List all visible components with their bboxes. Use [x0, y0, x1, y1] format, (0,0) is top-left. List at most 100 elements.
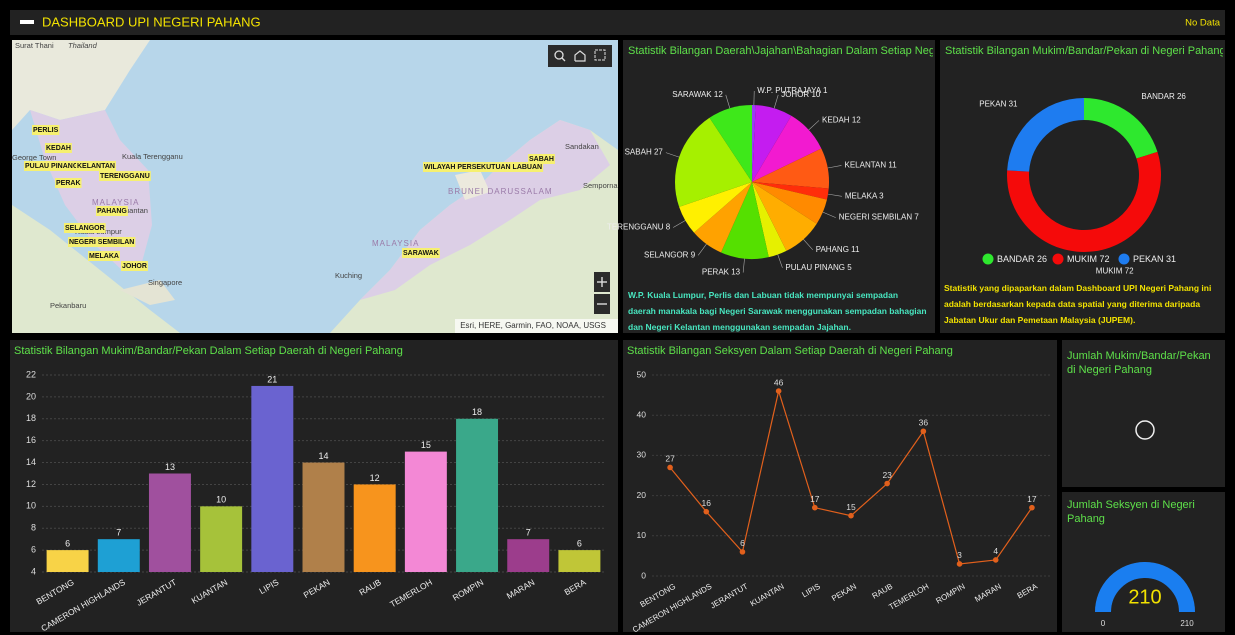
data-label: BANDAR 26 [997, 254, 1047, 264]
map-place-label: MALAYSIA [372, 239, 419, 248]
y-tick-label: 4 [31, 566, 36, 576]
value-label: 17 [810, 494, 820, 504]
value-label: 18 [472, 407, 482, 417]
data-label: SELANGOR 9 [644, 250, 696, 259]
bar [200, 506, 242, 572]
y-tick-label: 20 [637, 490, 647, 500]
dashboard: DASHBOARD UPI NEGERI PAHANG No Data Sura… [0, 0, 1235, 635]
map-state-label: KEDAH [46, 145, 71, 152]
bar [558, 550, 600, 572]
point [884, 481, 890, 487]
y-tick-label: 12 [26, 479, 36, 489]
legend-swatch [1053, 254, 1064, 265]
map-state-label: TERENGGANU [100, 173, 150, 180]
map-state-label: JOHOR [122, 263, 147, 270]
value-label: 3 [957, 550, 962, 560]
label-name: BANDAR [997, 254, 1035, 264]
map-place-label: Surat Thani [15, 41, 54, 50]
data-label: SABAH 27 [625, 148, 664, 157]
map-state-label: SELANGOR [65, 225, 105, 232]
panel-note: Statistik yang dipaparkan dalam Dashboar… [944, 280, 1222, 328]
map-state-label: KELANTAN [77, 163, 115, 170]
legend-swatch [983, 254, 994, 265]
y-tick-label: 14 [26, 457, 36, 467]
point [776, 388, 782, 394]
label-name: SABAH [625, 148, 652, 157]
panel-note: W.P. Kuala Lumpur, Perlis dan Labuan tid… [628, 287, 928, 335]
bar [47, 550, 89, 572]
data-label: TERENGGANU 8 [607, 223, 671, 232]
data-label: MUKIM 72 [1096, 266, 1134, 275]
map-state-label: MELAKA [89, 253, 119, 260]
value-label: 14 [318, 451, 328, 461]
value-label: 21 [267, 374, 277, 384]
label-name: PERAK [702, 268, 730, 277]
value-label: 46 [774, 377, 784, 387]
value-label: 12 [370, 473, 380, 483]
bar [98, 539, 140, 572]
data-label: PERAK 13 [702, 268, 741, 277]
map-place-label: BRUNEI DARUSSALAM [448, 187, 553, 196]
label-value: 9 [691, 250, 696, 259]
label-name: JOHOR [781, 90, 809, 99]
bar [507, 539, 549, 572]
data-label: PEKAN 31 [979, 99, 1018, 108]
map-state-label: SABAH [529, 156, 554, 163]
value-label: 7 [116, 528, 121, 538]
label-value: 5 [847, 263, 852, 272]
label-name: TERENGGANU [607, 223, 664, 232]
label-value: 26 [1037, 254, 1047, 264]
label-name: PULAU PINANG [785, 263, 845, 272]
panel-title: Statistik Bilangan Mukim/Bandar/Pekan Da… [14, 344, 614, 358]
value-label: 13 [165, 462, 175, 472]
panel-title: Jumlah Mukim/Bandar/Pekan di Negeri Paha… [1067, 349, 1222, 377]
label-value: 1 [823, 86, 828, 95]
data-label: PEKAN 31 [1133, 254, 1176, 264]
map-place-label: Kuala Terengganu [122, 152, 183, 161]
label-name: MELAKA [845, 191, 878, 200]
bar [303, 463, 345, 572]
point [957, 561, 963, 567]
menu-icon[interactable] [20, 20, 34, 24]
y-tick-label: 40 [637, 409, 647, 419]
y-tick-label: 18 [26, 413, 36, 423]
y-tick-label: 6 [31, 544, 36, 554]
map-place-label: MALAYSIA [92, 198, 139, 207]
label-value: 10 [811, 90, 820, 99]
value-label: 16 [702, 498, 712, 508]
map-place-label: Singapore [148, 278, 182, 287]
label-name: PEKAN [979, 99, 1006, 108]
map-state-label: PULAU PINANG [25, 163, 79, 170]
value-label: 10 [216, 495, 226, 505]
value-label: 6 [577, 538, 582, 548]
panel-title: Statistik Bilangan Seksyen Dalam Setiap … [627, 344, 1052, 358]
gauge-min: 0 [1101, 619, 1106, 628]
y-tick-label: 8 [31, 523, 36, 533]
map-place-label: Sandakan [565, 142, 599, 151]
label-name: NEGERI SEMBILAN [839, 213, 913, 222]
label-value: 13 [731, 268, 740, 277]
label-value: 7 [914, 213, 919, 222]
value-label: 7 [526, 528, 531, 538]
label-value: 8 [666, 223, 671, 232]
legend-swatch [1119, 254, 1130, 265]
y-tick-label: 16 [26, 435, 36, 445]
label-name: KELANTAN [844, 161, 886, 170]
value-label: 36 [919, 418, 929, 428]
header-status: No Data [1185, 18, 1221, 29]
label-value: 12 [714, 90, 723, 99]
y-tick-label: 10 [637, 530, 647, 540]
map-place-label: Pekanbaru [50, 301, 86, 310]
map-state-label: NEGERI SEMBILAN [69, 239, 134, 246]
map-state-label: PERLIS [33, 127, 59, 134]
value-label: 15 [846, 502, 856, 512]
value-label: 6 [65, 538, 70, 548]
label-value: 31 [1009, 99, 1018, 108]
label-value: 31 [1166, 254, 1176, 264]
data-label: JOHOR 10 [781, 90, 821, 99]
data-label: MUKIM 72 [1067, 254, 1110, 264]
map-state-label: WILAYAH PERSEKUTUAN LABUAN [424, 164, 542, 171]
y-tick-label: 50 [637, 369, 647, 379]
gauge-value: 210 [1128, 586, 1161, 608]
